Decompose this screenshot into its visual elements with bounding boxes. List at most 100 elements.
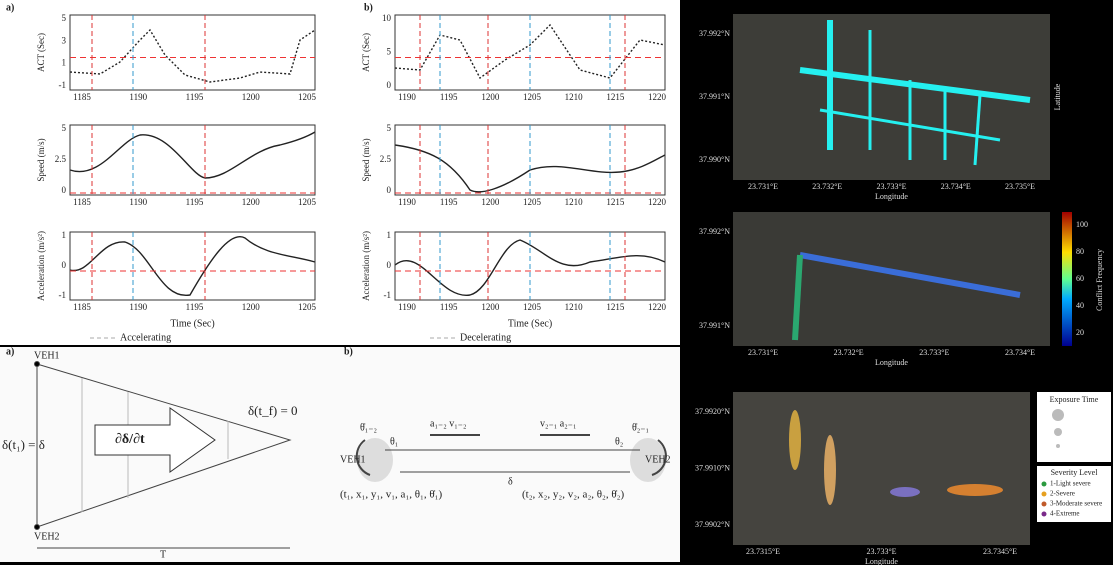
x-tick-label: 23.731°E <box>748 182 778 191</box>
y-tick-label: 0 <box>387 260 392 270</box>
label: a₁₋₂ v₁₋₂ <box>430 418 466 429</box>
panel-label: b) <box>364 2 373 13</box>
x-tick-label: 23.732°E <box>812 182 842 191</box>
label: δ(t_f) = 0 <box>248 403 298 418</box>
label: (t₂, x₂, y₂, v₂, a₂, θ₂, θ̇₂) <box>522 489 624 501</box>
y-axis-label: Acceleration (m/s²) <box>361 231 371 301</box>
legend-marker <box>1042 502 1047 507</box>
legend-marker <box>1042 512 1047 517</box>
y-tick-label: 10 <box>382 13 392 23</box>
x-axis-label: Longitude <box>865 557 898 565</box>
y-tick-label: 5 <box>62 123 67 133</box>
y-tick-label: 1 <box>62 58 67 68</box>
maps: 23.731°E 23.732°E 23.733°E 23.734°E 23.735°E… <box>695 14 1111 565</box>
x-tick-label: 23.7315°E <box>746 547 780 556</box>
x-tick-label: 1210 <box>565 92 584 102</box>
legend-label: 3-Moderate severe <box>1050 500 1102 508</box>
panel-label: b) <box>344 346 353 357</box>
x-tick-label: 23.731°E <box>748 348 778 357</box>
colorbar-tick: 80 <box>1076 247 1084 256</box>
x-axis-label: Longitude <box>875 192 908 201</box>
colorbar-tick: 40 <box>1076 301 1084 310</box>
legend-title: Severity Level <box>1051 468 1099 477</box>
x-tick-label: 23.734°E <box>941 182 971 191</box>
x-tick-label: 1195 <box>186 302 204 312</box>
x-tick-label: 1200 <box>481 197 500 207</box>
x-tick-label: 1205 <box>523 302 542 312</box>
y-tick-label: 2.5 <box>380 154 392 164</box>
panel-label: a) <box>6 346 14 357</box>
label: VEH2 <box>645 454 671 465</box>
y-tick-label: 37.992°N <box>699 227 730 236</box>
x-tick-label: 1205 <box>523 92 542 102</box>
y-axis-label: Speed (m/s) <box>361 138 371 181</box>
x-tick-label: 1190 <box>398 302 416 312</box>
label: v₂₋₁ a₂₋₁ <box>540 418 576 429</box>
x-tick-label: 1200 <box>481 92 500 102</box>
x-tick-label: 1215 <box>606 92 625 102</box>
x-tick-label: 23.733°E <box>876 182 906 191</box>
legend-label: 1-Light severe <box>1050 480 1091 488</box>
y-axis-label: ACT (Sec) <box>36 33 46 72</box>
x-tick-label: 23.734°E <box>1005 348 1035 357</box>
map-2 <box>733 212 1050 346</box>
y-tick-label: -1 <box>59 80 67 90</box>
y-tick-label: 37.992°N <box>699 29 730 38</box>
label: VEH1 <box>34 350 60 361</box>
x-axis-label: Longitude <box>875 358 908 367</box>
y-tick-label: 3 <box>62 35 67 45</box>
y-tick-label: -1 <box>59 290 67 300</box>
y-tick-label: 0 <box>62 185 67 195</box>
label: δ <box>508 476 513 487</box>
y-tick-label: -1 <box>384 290 392 300</box>
x-tick-label: 1200 <box>242 197 261 207</box>
legend-label: 2-Severe <box>1050 490 1075 498</box>
y-tick-label: 0 <box>387 185 392 195</box>
label: VEH1 <box>340 454 366 465</box>
y-tick-label: 37.991°N <box>699 92 730 101</box>
y-tick-label: 37.9902°N <box>695 520 730 529</box>
x-tick-label: 23.732°E <box>834 348 864 357</box>
legend-label: Accelerating <box>120 332 171 343</box>
y-axis-label: Speed (m/s) <box>36 138 46 181</box>
label: θ₂ <box>615 436 623 447</box>
legend-label: Decelerating <box>460 332 511 343</box>
x-tick-label: 1190 <box>398 197 416 207</box>
x-tick-label: 1185 <box>73 197 91 207</box>
y-tick-label: 37.9910°N <box>695 463 730 472</box>
x-tick-label: 1195 <box>440 302 458 312</box>
y-tick-label: 2.5 <box>55 154 67 164</box>
figure: a) b) VEH1 VEH2 a) δ(t₁) = δ δ(t_f) = 0 … <box>0 0 1113 565</box>
x-tick-label: 1210 <box>565 302 584 312</box>
y-axis-label: Latitude <box>1053 83 1062 110</box>
x-tick-label: 1185 <box>73 302 91 312</box>
x-tick-label: 1205 <box>523 197 542 207</box>
x-tick-label: 1205 <box>298 92 317 102</box>
y-axis-label: ACT (Sec) <box>361 33 371 72</box>
x-tick-label: 1205 <box>298 197 317 207</box>
x-tick-label: 23.733°E <box>919 348 949 357</box>
label: θ̇₁₋₂ <box>360 422 377 433</box>
x-tick-label: 1215 <box>606 302 625 312</box>
label: θ₁ <box>390 436 398 447</box>
y-tick-label: 5 <box>387 123 392 133</box>
x-tick-label: 1200 <box>242 302 261 312</box>
x-tick-label: 1195 <box>186 92 204 102</box>
x-tick-label: 1195 <box>440 197 458 207</box>
y-tick-label: 37.990°N <box>699 155 730 164</box>
label: VEH2 <box>34 531 60 542</box>
colorbar-label: Conflict Frequency <box>1095 249 1104 311</box>
y-tick-label: 1 <box>62 230 67 240</box>
legend-marker <box>1042 482 1047 487</box>
y-tick-label: 37.9920°N <box>695 407 730 416</box>
x-tick-label: 1220 <box>648 197 667 207</box>
y-tick-label: 0 <box>387 80 392 90</box>
y-tick-label: 0 <box>62 260 67 270</box>
x-tick-label: 1215 <box>606 197 625 207</box>
x-tick-label: 23.735°E <box>1005 182 1035 191</box>
x-tick-label: 1190 <box>129 197 147 207</box>
y-axis-label: Acceleration (m/s²) <box>36 231 46 301</box>
chart-panel-bg <box>0 0 680 345</box>
x-axis-label: Time (Sec) <box>508 318 552 329</box>
x-tick-label: 1200 <box>242 92 261 102</box>
